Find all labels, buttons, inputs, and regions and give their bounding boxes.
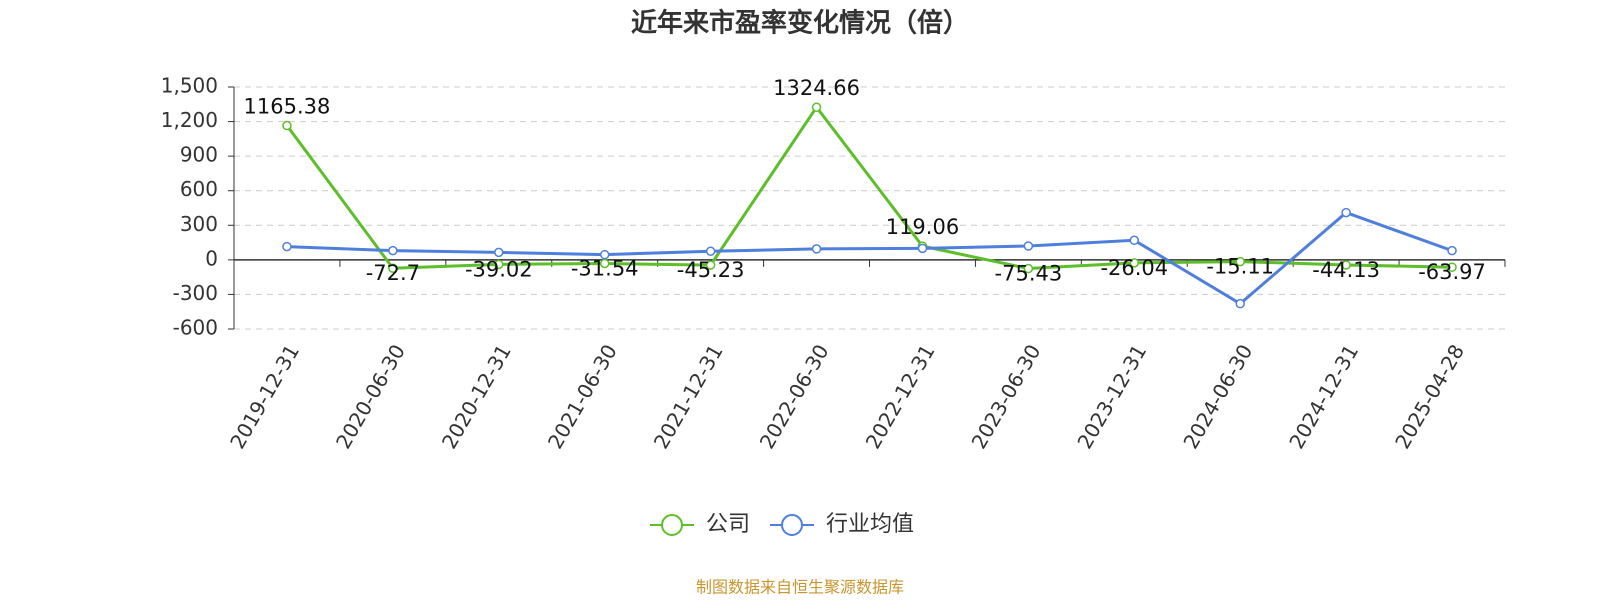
point	[705, 246, 716, 256]
x-tick-label: 2019-12-31	[225, 340, 304, 453]
point	[599, 249, 610, 260]
data-label: 1324.66	[773, 76, 860, 100]
data-label: -75.43	[995, 262, 1063, 286]
data-label: 119.06	[886, 215, 959, 239]
y-tick-label: 0	[205, 246, 218, 270]
data-label: -44.13	[1312, 258, 1380, 282]
point	[494, 259, 504, 270]
data-label: -72.7	[366, 261, 420, 285]
point	[811, 102, 822, 112]
point	[388, 263, 398, 273]
y-tick-label: 600	[180, 177, 218, 201]
point	[1235, 298, 1245, 309]
x-tick-label: 2022-12-31	[861, 340, 940, 453]
point	[1341, 207, 1351, 218]
x-tick-label: 2021-12-31	[649, 340, 728, 453]
legend-marker	[661, 514, 683, 536]
y-tick-label: 1,200	[161, 108, 218, 132]
x-tick-label: 2020-06-30	[331, 340, 410, 453]
point	[494, 247, 504, 258]
data-label: -63.97	[1418, 260, 1486, 284]
point	[1129, 235, 1140, 246]
x-tick-label: 2025-04-28	[1390, 340, 1469, 453]
point	[1235, 256, 1245, 267]
point	[1129, 258, 1140, 268]
point	[811, 244, 822, 254]
legend-marker	[781, 514, 803, 536]
chart-title: 近年来市盈率变化情况（倍）	[631, 8, 969, 39]
legend-label: 公司	[706, 512, 750, 537]
data-label: -31.54	[571, 256, 639, 280]
data-label: -45.23	[677, 258, 745, 282]
x-tick-label: 2022-06-30	[755, 340, 834, 453]
point	[705, 260, 716, 270]
point	[1447, 262, 1457, 272]
point	[282, 241, 292, 252]
series-line	[285, 104, 1453, 271]
series-line	[286, 210, 1453, 306]
x-tick-label: 2023-12-31	[1072, 340, 1151, 453]
source-note: 制图数据来自恒生聚源数据库	[696, 578, 904, 597]
x-tick-label: 2024-12-31	[1284, 340, 1363, 453]
point	[1447, 245, 1457, 256]
point	[1023, 263, 1034, 274]
point	[282, 120, 292, 131]
x-tick-label: 2024-06-30	[1178, 340, 1257, 453]
y-tick-label: -600	[173, 316, 218, 340]
y-tick-label: -300	[173, 281, 218, 305]
point	[599, 258, 610, 269]
y-tick-label: 300	[180, 212, 218, 236]
point	[1341, 260, 1351, 270]
point	[917, 243, 928, 254]
data-label: 1165.38	[244, 95, 331, 119]
y-tick-label: 1,500	[161, 74, 218, 98]
y-tick-label: 900	[180, 143, 218, 167]
x-tick-label: 2023-06-30	[967, 340, 1046, 453]
point	[1023, 241, 1034, 251]
legend-label: 行业均值	[826, 512, 914, 537]
data-label: -15.11	[1206, 255, 1274, 279]
data-label: -39.02	[465, 257, 533, 281]
x-tick-label: 2020-12-31	[437, 340, 516, 453]
point	[388, 245, 398, 256]
x-tick-label: 2021-06-30	[543, 340, 622, 453]
data-label: -26.04	[1100, 256, 1168, 280]
